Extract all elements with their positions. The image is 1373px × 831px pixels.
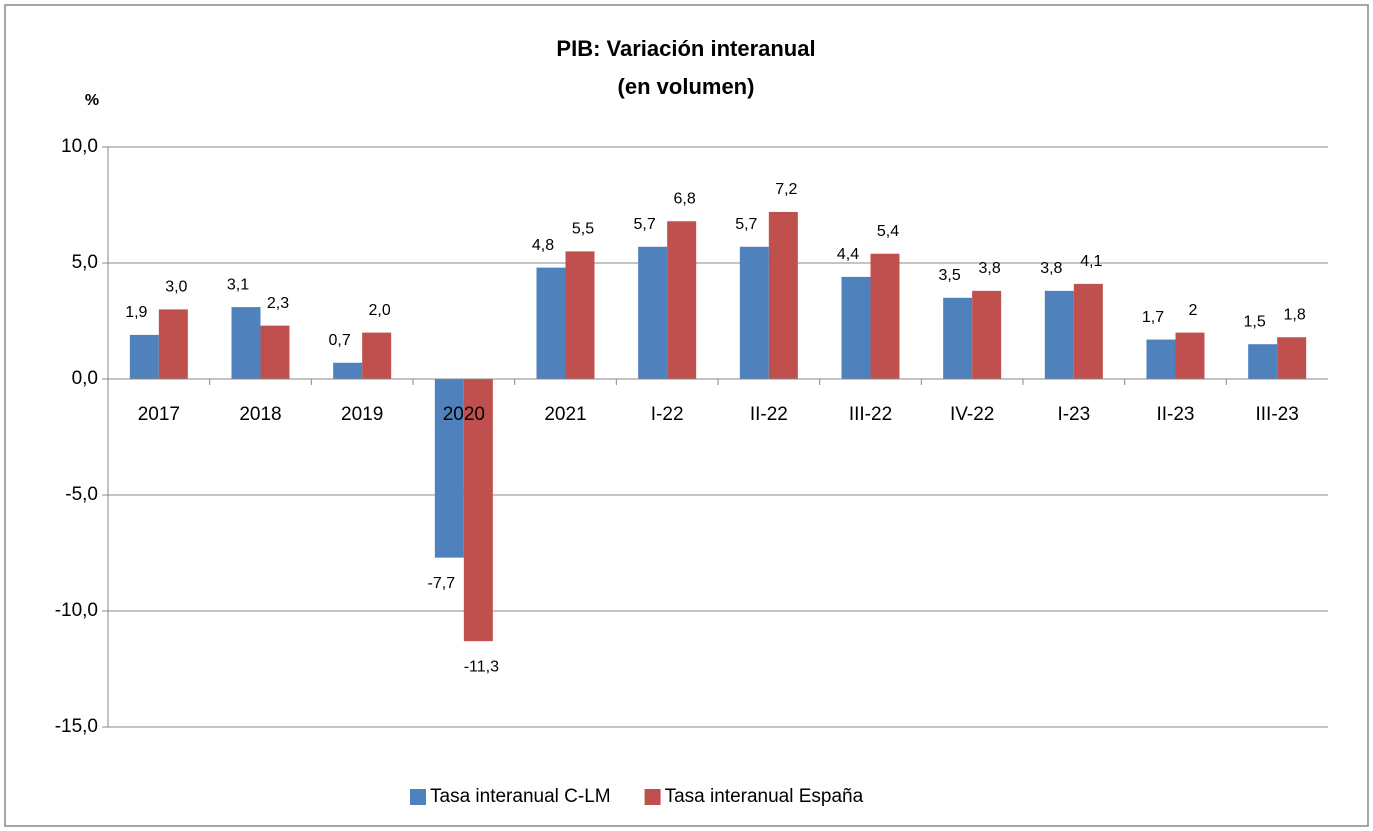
value-label: 7,2 — [775, 181, 797, 198]
x-tick-label: I-22 — [651, 404, 684, 425]
bar — [362, 332, 392, 379]
chart-title: PIB: Variación interanual — [556, 36, 815, 61]
value-label: 5,5 — [572, 221, 594, 238]
bar — [1248, 344, 1278, 379]
value-label: 3,8 — [979, 260, 1001, 277]
bar — [638, 246, 668, 379]
x-tick-label: III-22 — [849, 404, 892, 425]
chart-subtitle: (en volumen) — [618, 74, 755, 99]
bar — [333, 362, 363, 379]
value-label: 3,5 — [939, 267, 961, 284]
value-label: 3,1 — [227, 276, 249, 293]
value-label: 5,7 — [735, 216, 757, 233]
bar — [565, 251, 595, 379]
bar — [841, 276, 871, 379]
x-tick-label: 2020 — [443, 404, 485, 425]
value-label: 0,7 — [329, 332, 351, 349]
value-label: 4,1 — [1080, 253, 1102, 270]
y-tick-label: 10,0 — [61, 136, 98, 157]
bar — [1044, 290, 1074, 379]
bar — [1146, 339, 1176, 379]
bar — [667, 221, 697, 379]
value-label: 2,0 — [369, 302, 391, 319]
x-tick-label: II-23 — [1156, 404, 1194, 425]
bar — [1277, 337, 1307, 379]
value-label: 1,9 — [125, 304, 147, 321]
bar — [536, 267, 566, 379]
legend-swatch — [410, 789, 426, 805]
x-tick-label: IV-22 — [950, 404, 994, 425]
x-tick-label: II-22 — [750, 404, 788, 425]
x-tick-label: III-23 — [1256, 404, 1299, 425]
value-label: 4,8 — [532, 237, 554, 254]
x-tick-label: 2018 — [239, 404, 281, 425]
y-tick-label: -10,0 — [55, 600, 98, 621]
bar — [463, 379, 493, 642]
value-label: -7,7 — [428, 575, 456, 592]
value-label: 3,0 — [165, 279, 187, 296]
bar — [870, 253, 900, 379]
chart-border — [4, 4, 1369, 827]
y-tick-label: 5,0 — [72, 252, 98, 273]
value-label: 5,4 — [877, 223, 899, 240]
bar — [768, 211, 798, 379]
bar — [1175, 332, 1205, 379]
x-tick-label: 2017 — [138, 404, 180, 425]
x-tick-label: 2019 — [341, 404, 383, 425]
value-label: 1,5 — [1244, 313, 1266, 330]
y-tick-label: -5,0 — [65, 484, 98, 505]
value-label: -11,3 — [464, 658, 499, 675]
value-label: 2,3 — [267, 295, 289, 312]
x-tick-label: 2021 — [544, 404, 586, 425]
bar — [434, 379, 464, 558]
value-label: 2 — [1189, 302, 1198, 319]
legend-label: Tasa interanual C-LM — [430, 786, 611, 807]
bar — [943, 297, 973, 379]
y-axis-label: % — [85, 92, 99, 109]
bar — [129, 334, 159, 379]
bar — [1073, 283, 1103, 379]
value-label: 6,8 — [674, 190, 696, 207]
legend-label: Tasa interanual España — [665, 786, 864, 807]
value-label: 3,8 — [1040, 260, 1062, 277]
bar — [739, 246, 769, 379]
bar — [231, 307, 261, 379]
y-tick-label: 0,0 — [72, 368, 98, 389]
value-label: 1,7 — [1142, 309, 1164, 326]
legend-swatch — [644, 789, 661, 805]
x-tick-label: I-23 — [1057, 404, 1090, 425]
value-label: 1,8 — [1284, 306, 1306, 323]
bar — [260, 325, 290, 379]
value-label: 5,7 — [634, 216, 656, 233]
bar — [158, 309, 188, 379]
y-tick-label: -15,0 — [55, 716, 98, 737]
bar — [972, 290, 1002, 379]
value-label: 4,4 — [837, 246, 859, 263]
